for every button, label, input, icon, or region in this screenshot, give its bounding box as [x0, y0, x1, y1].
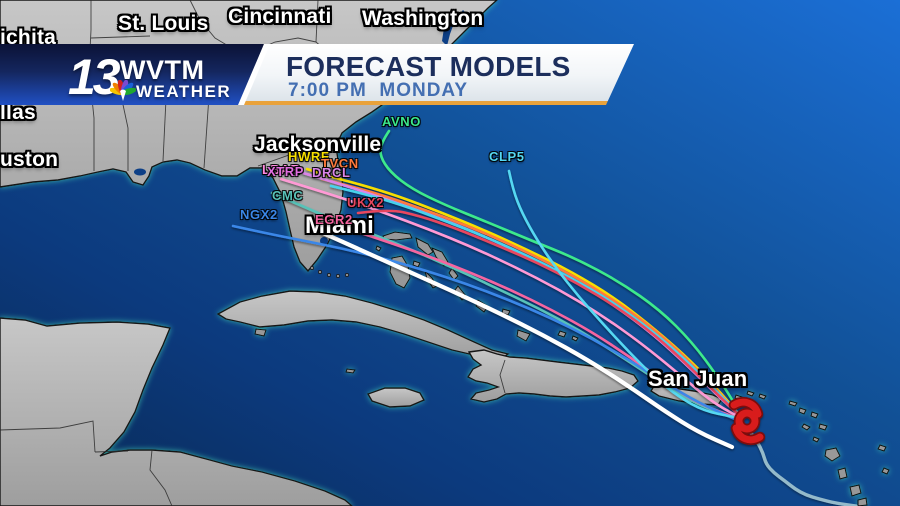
island: [415, 237, 434, 256]
state-border: [203, 95, 210, 169]
city-label-miami: Miami: [305, 212, 375, 239]
island: [837, 467, 848, 480]
track-cmc: [270, 191, 738, 421]
island: [824, 447, 841, 462]
island: [788, 400, 798, 407]
model-label-drcl: DRCL: [312, 165, 351, 180]
island: [412, 260, 421, 268]
track-past-track: [746, 427, 858, 506]
state-border: [257, 146, 337, 167]
island: [881, 467, 890, 475]
island: [746, 390, 755, 397]
island: [812, 436, 820, 443]
model-label-lbar: LBAR: [262, 162, 301, 177]
model-label-xtrp: XTRP: [267, 164, 305, 179]
station-logo-panel: [0, 44, 264, 105]
valid-time: 7:00 PM MONDAY: [288, 80, 469, 101]
track-white: [320, 230, 735, 450]
mexico-central-america: [0, 317, 354, 506]
island: [254, 328, 267, 337]
station-call-letters: WVTM: [120, 55, 205, 85]
island: [798, 407, 807, 415]
city-label-washington: Washington: [362, 7, 484, 30]
jamaica: [366, 387, 425, 408]
station-number: 13: [68, 49, 121, 105]
city-label-ichita: ichita: [0, 26, 57, 49]
model-label-cmc: CMC: [272, 188, 304, 203]
island: [857, 497, 868, 506]
city-label-uston: uston: [0, 148, 59, 171]
track-clp5: [507, 169, 736, 419]
island: [375, 245, 382, 252]
state-border: [315, 0, 319, 43]
island: [801, 423, 811, 431]
island: [516, 329, 531, 342]
model-label-ukx2: UKX2: [347, 195, 385, 210]
state-border: [121, 99, 129, 171]
florida-keys-island: [336, 274, 340, 278]
florida-keys-island: [345, 273, 349, 277]
city-label-jacksonville: Jacksonville: [254, 133, 382, 156]
hispaniola: [466, 349, 639, 403]
florida-keys-island: [310, 266, 314, 270]
state-border: [94, 450, 129, 453]
state-border: [162, 98, 167, 162]
header-banner: 13 WVTM WEATHER FORECAST MODELS 7:00 PM …: [0, 44, 660, 105]
florida-keys-island: [318, 270, 322, 274]
island: [345, 368, 356, 374]
station-department: WEATHER: [136, 82, 232, 101]
city-label-sanjuan: San Juan: [648, 366, 748, 391]
tropical-storm-icon: [728, 397, 766, 445]
delaware-bay: [458, 10, 466, 22]
model-label-avno: AVNO: [382, 114, 421, 129]
lake-okeechobee: [320, 237, 328, 245]
title-panel: [244, 44, 634, 105]
track-lbar: [279, 177, 741, 419]
track-gfdl: [329, 184, 740, 415]
track-tvcn: [320, 177, 736, 411]
florida-keys-island: [327, 273, 331, 277]
city-label-stlouis: St. Louis: [118, 12, 209, 35]
state-border: [499, 359, 506, 394]
model-label-egr2: EGR2: [315, 212, 353, 227]
lake-pontchartrain: [134, 168, 146, 176]
graphic-title: FORECAST MODELS: [286, 51, 571, 82]
model-label-hwrf: HWRF: [288, 149, 330, 164]
track-avno: [379, 129, 738, 408]
model-label-ngx2: NGX2: [240, 207, 278, 222]
city-label-llas: llas: [0, 101, 36, 124]
chesapeake-bay: [442, 12, 457, 46]
state-border: [149, 449, 173, 506]
island: [818, 423, 828, 431]
island: [557, 330, 567, 338]
island: [810, 411, 819, 419]
island: [877, 444, 887, 452]
track-ukx2: [356, 209, 741, 417]
island: [758, 393, 767, 400]
island: [849, 484, 862, 497]
model-label-tvcn: TVCN: [321, 156, 359, 171]
city-label-cincinnati: Cincinnati: [228, 5, 332, 28]
state-border: [90, 35, 151, 39]
island: [571, 335, 579, 342]
model-label-clp5: CLP5: [489, 149, 525, 164]
state-border: [0, 420, 96, 453]
nbc-peacock-icon: [110, 80, 136, 101]
